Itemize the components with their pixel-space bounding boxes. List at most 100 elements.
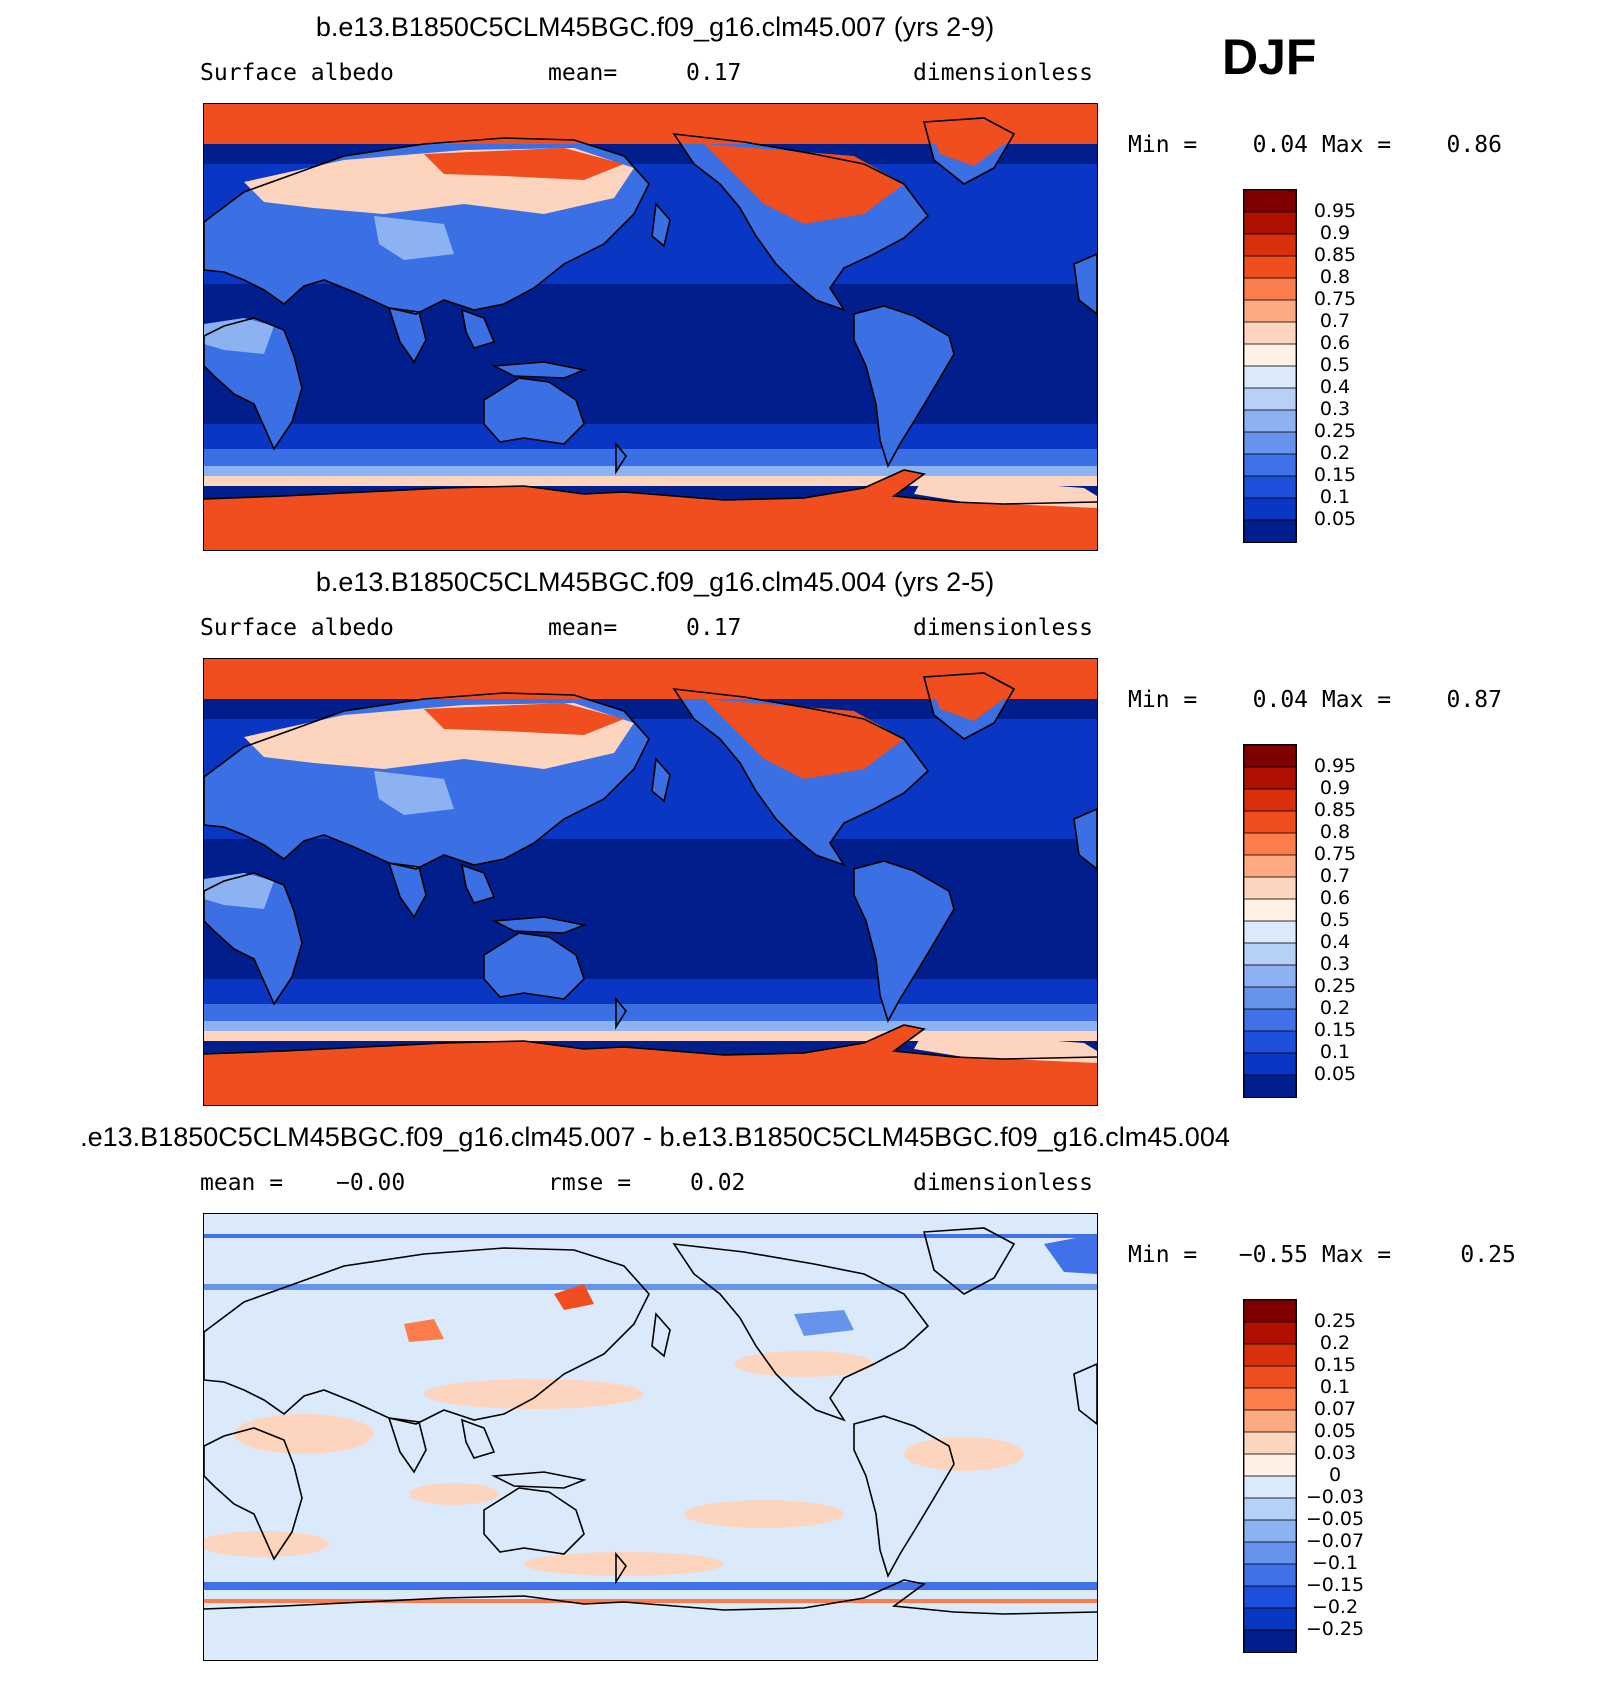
mean-value: −0.00 — [336, 1170, 406, 1196]
colorbar-tick-label: −0.07 — [1305, 1530, 1365, 1552]
colorbar-tick-label: 0.05 — [1313, 1063, 1357, 1085]
colorbar-tick-label: −0.2 — [1311, 1596, 1359, 1618]
colorbar-box — [1244, 1563, 1296, 1587]
positive-anomaly — [734, 1351, 874, 1377]
land-fill — [616, 999, 626, 1027]
colorbar-box — [1244, 1541, 1296, 1565]
colorbar-tick-label: 0.1 — [1319, 1376, 1351, 1398]
coastline — [672, 133, 930, 312]
colorbar-box — [1244, 365, 1296, 389]
coastline — [1073, 253, 1097, 316]
colorbar-tick-label: −0.25 — [1305, 1618, 1365, 1640]
antarctica-ice — [204, 470, 1097, 550]
coastline — [204, 1427, 303, 1561]
colorbar-tick-label: 0.9 — [1319, 222, 1351, 244]
colorbar-tick-label: 0.05 — [1313, 1420, 1357, 1442]
land-fill — [204, 873, 302, 1004]
colorbar-tick-label: 0.15 — [1313, 1019, 1357, 1041]
colorbar-box — [1244, 920, 1296, 944]
coastline — [483, 377, 585, 445]
colorbar-labels: 0.95 0.9 0.85 0.8 0.75 0.7 0.6 0.5 0.4 0.3 0.25 0.2… — [1300, 744, 1380, 1096]
coastline — [853, 305, 955, 469]
positive-anomaly — [424, 1379, 644, 1409]
coastline — [615, 996, 627, 1030]
coastline — [1073, 808, 1097, 871]
sea-ice-edge-light — [204, 1031, 1097, 1041]
tibet-anomaly — [404, 1319, 444, 1342]
colorbar-box — [1244, 1052, 1296, 1076]
colorbar-box — [1244, 255, 1296, 279]
colorbar-tick-label: 0.25 — [1313, 975, 1357, 997]
greenland-ice — [928, 122, 1004, 166]
eurasia-negative-strip — [204, 1284, 1097, 1290]
coastline — [672, 688, 930, 867]
min-label: Min = — [1128, 132, 1198, 158]
colorbar-box — [1244, 299, 1296, 323]
arctic-ice — [204, 659, 1097, 699]
weddell-sea-ice — [914, 1031, 1097, 1063]
units-label: dimensionless — [913, 1170, 1094, 1196]
min-value: 0.04 — [1252, 132, 1309, 158]
colorbar-labels: 0.95 0.9 0.85 0.8 0.75 0.7 0.6 0.5 0.4 0.3 0.25 0.2… — [1300, 189, 1380, 541]
panel-title: b.e13.B1850C5CLM45BGC.f09_g16.clm45.004 … — [315, 567, 995, 597]
colorbar-tick-label: 0.25 — [1313, 1310, 1357, 1332]
arctic-ice — [204, 104, 1097, 144]
north-america-snow — [704, 144, 904, 224]
colorbar-box — [1244, 1343, 1296, 1367]
colorbar-tick-label: −0.03 — [1305, 1486, 1365, 1508]
colorbar-box — [1244, 1008, 1296, 1032]
colorbar-tick-label: 0 — [1328, 1464, 1342, 1486]
min-label: Min = — [1128, 1242, 1198, 1268]
albedo-map — [203, 658, 1098, 1106]
rmse-label: rmse = — [548, 1170, 632, 1196]
greenland-ice — [928, 677, 1004, 721]
coastline — [483, 932, 585, 1000]
mean-label: mean = — [200, 1170, 284, 1196]
colorbar-tick-label: 0.3 — [1319, 953, 1351, 975]
colorbar-tick-label: 0.85 — [1313, 799, 1357, 821]
colorbar-box — [1244, 1365, 1296, 1389]
land-fill — [616, 444, 626, 472]
colorbar-box — [1244, 942, 1296, 966]
min-max-readout: Min = −0.55 Max = 0.25 — [1128, 1242, 1516, 1268]
colorbar-box — [1244, 1585, 1296, 1609]
colorbar-box — [1244, 1300, 1296, 1323]
siberia-snow — [424, 148, 624, 180]
coastline — [204, 137, 650, 315]
min-value: 0.04 — [1252, 687, 1309, 713]
colorbar-box — [1244, 986, 1296, 1010]
mean-label: mean= — [548, 615, 618, 641]
albedo-map — [203, 103, 1098, 551]
coastline — [387, 1417, 427, 1474]
tibet-bright — [374, 771, 454, 815]
antarctic-positive-strip — [204, 1599, 1097, 1603]
arctic-negative-strip — [204, 1234, 1097, 1238]
panel-case-007: b.e13.B1850C5CLM45BGC.f09_g16.clm45.007 … — [0, 0, 1597, 555]
colorbar-box — [1244, 1074, 1296, 1097]
colorbar-tick-label: 0.6 — [1319, 332, 1351, 354]
coastline — [204, 317, 303, 451]
coastline — [853, 860, 955, 1024]
sea-ice-edge-light — [204, 476, 1097, 486]
colorbar-tick-label: 0.4 — [1319, 931, 1351, 953]
coastline — [204, 872, 303, 1006]
colorbar-tick-label: 0.95 — [1313, 200, 1357, 222]
colorbar-box — [1244, 277, 1296, 301]
coastline — [387, 862, 427, 919]
min-max-readout: Min = 0.04 Max = 0.87 — [1128, 687, 1502, 713]
colorbar-tick-label: 0.2 — [1319, 1332, 1351, 1354]
colorbar-tick-label: 0.1 — [1319, 1041, 1351, 1063]
colorbar-box — [1244, 1497, 1296, 1521]
coastline — [672, 1243, 930, 1422]
colorbar-tick-label: 0.75 — [1313, 843, 1357, 865]
coastline — [491, 916, 587, 934]
rmse-value: 0.02 — [690, 1170, 746, 1196]
colorbar-tick-label: 0.5 — [1319, 909, 1351, 931]
colorbar-tick-label: 0.07 — [1313, 1398, 1357, 1420]
antarctic-coastline — [204, 469, 1097, 505]
tibet-bright — [374, 216, 454, 260]
colorbar-box — [1244, 745, 1296, 768]
colorbar-box — [1244, 1607, 1296, 1631]
land-fill — [389, 863, 426, 917]
land-fill — [1074, 809, 1097, 869]
